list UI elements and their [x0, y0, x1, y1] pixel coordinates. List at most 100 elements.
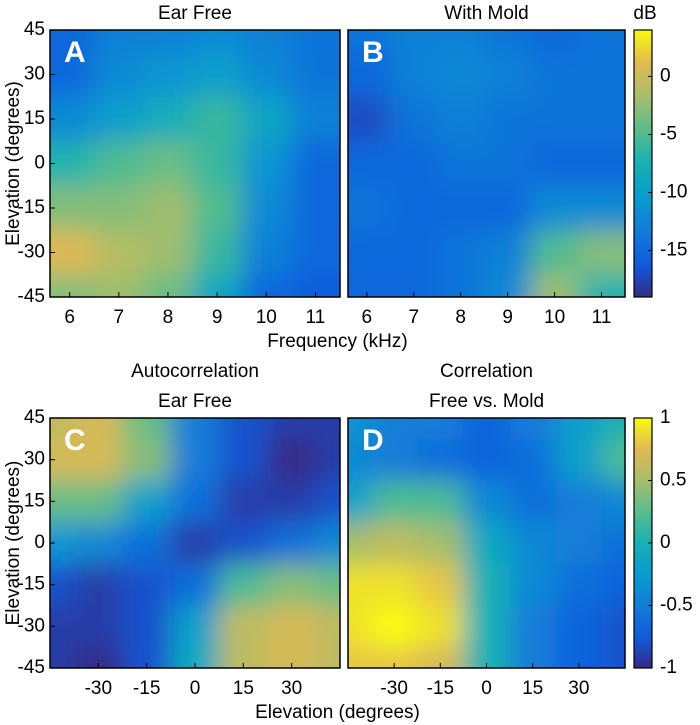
- panel-letter: C: [64, 424, 86, 457]
- heatmap-cell: [170, 563, 220, 606]
- heatmap-cell: [463, 480, 511, 523]
- heatmap-cell: [417, 605, 464, 648]
- heatmap-cell: [267, 418, 317, 440]
- heatmap-cell: [143, 141, 194, 187]
- heatmap-cell: [50, 647, 75, 668]
- heatmap-cell: [219, 563, 268, 606]
- heatmap-cell: [601, 522, 625, 565]
- heatmap: [348, 30, 625, 297]
- heatmap-cell: [348, 480, 372, 523]
- colorbar-tick-label: 0.5: [660, 470, 686, 491]
- heatmap-cell: [50, 30, 95, 53]
- heatmap-cell: [315, 563, 340, 606]
- heatmap-cell: [463, 605, 511, 648]
- x-axis-label: Elevation (degrees): [255, 702, 420, 723]
- heatmap-cell: [463, 418, 511, 440]
- colorbar-tick-label: -1: [660, 657, 677, 678]
- heatmap-cell: [348, 141, 391, 187]
- heatmap-cell: [601, 605, 625, 648]
- x-tick-label: -15: [427, 678, 454, 699]
- y-tick-label: 0: [34, 153, 45, 174]
- heatmap-cell: [417, 438, 464, 481]
- heatmap-cell: [509, 522, 557, 565]
- heatmap-cell: [390, 141, 438, 187]
- x-tick-label: 7: [408, 307, 419, 328]
- heatmap-cell: [315, 605, 340, 648]
- heatmap-cell: [50, 96, 95, 142]
- heatmap-cell: [390, 96, 438, 142]
- heatmap-cell: [578, 96, 625, 142]
- heatmap-cells: [50, 30, 340, 297]
- heatmap-cell: [241, 96, 292, 142]
- heatmap-cell: [348, 52, 391, 98]
- panel-title: Autocorrelation: [131, 361, 259, 382]
- heatmap: [50, 30, 340, 297]
- x-tick-label: 15: [522, 678, 543, 699]
- heatmap-cell: [509, 480, 557, 523]
- heatmap-cell: [348, 438, 372, 481]
- heatmap-cell: [315, 480, 340, 523]
- heatmap-cell: [241, 274, 292, 297]
- heatmap-cell: [555, 480, 603, 523]
- heatmap-cell: [437, 274, 485, 297]
- heatmap-cell: [601, 418, 625, 440]
- heatmap-cell: [290, 274, 340, 297]
- heatmap-cell: [390, 52, 438, 98]
- y-tick-label: 15: [24, 108, 45, 129]
- heatmap-cell: [315, 647, 340, 668]
- heatmap-cell: [437, 230, 485, 276]
- heatmap-cell: [267, 563, 317, 606]
- heatmap-cell: [371, 605, 418, 648]
- heatmap-cell: [241, 30, 292, 53]
- heatmap-cell: [122, 418, 172, 440]
- heatmap-cell: [463, 647, 511, 668]
- heatmap-cell: [509, 418, 557, 440]
- colorbar-tick-label: -5: [660, 123, 677, 144]
- heatmap-cell: [241, 141, 292, 187]
- heatmap-cell: [484, 141, 532, 187]
- heatmap-cell: [417, 418, 464, 440]
- heatmap-cell: [601, 438, 625, 481]
- heatmap-cell: [74, 563, 123, 606]
- heatmap-cell: [170, 647, 220, 668]
- panel-letter: B: [362, 36, 384, 69]
- panel-title: Free vs. Mold: [429, 391, 544, 412]
- x-tick-label: 6: [64, 307, 75, 328]
- x-tick-label: 30: [568, 678, 589, 699]
- heatmap-cell: [122, 522, 172, 565]
- heatmap-cell: [122, 563, 172, 606]
- heatmap-cell: [509, 438, 557, 481]
- heatmap-cell: [463, 563, 511, 606]
- y-tick-label: -30: [18, 242, 45, 263]
- x-tick-label: 9: [502, 307, 513, 328]
- heatmap-cell: [94, 30, 144, 53]
- heatmap-cell: [219, 647, 268, 668]
- x-tick-label: 8: [163, 307, 174, 328]
- heatmap-cell: [122, 647, 172, 668]
- heatmap-cell: [348, 605, 372, 648]
- heatmap-cell: [531, 141, 579, 187]
- colorbar-tick-label: 0: [660, 532, 671, 553]
- heatmap-cell: [390, 185, 438, 231]
- heatmap-cell: [143, 274, 194, 297]
- heatmap-cell: [219, 605, 268, 648]
- heatmap-cell: [143, 96, 194, 142]
- heatmap-cell: [531, 30, 579, 53]
- panel-title: Ear Free: [158, 3, 232, 24]
- heatmap-cell: [94, 274, 144, 297]
- heatmap-cell: [143, 185, 194, 231]
- heatmap-cell: [348, 96, 391, 142]
- x-tick-label: -30: [85, 678, 112, 699]
- y-tick-label: 0: [34, 532, 45, 553]
- heatmap-cell: [50, 274, 95, 297]
- y-tick-label: -30: [18, 615, 45, 636]
- heatmap-cell: [531, 274, 579, 297]
- y-tick-label: 45: [24, 407, 45, 428]
- heatmap-cell: [484, 274, 532, 297]
- heatmap-cell: [122, 480, 172, 523]
- heatmap: [50, 418, 340, 668]
- heatmap-cell: [94, 96, 144, 142]
- x-axis-label: Frequency (kHz): [267, 331, 407, 352]
- heatmap-cell: [437, 185, 485, 231]
